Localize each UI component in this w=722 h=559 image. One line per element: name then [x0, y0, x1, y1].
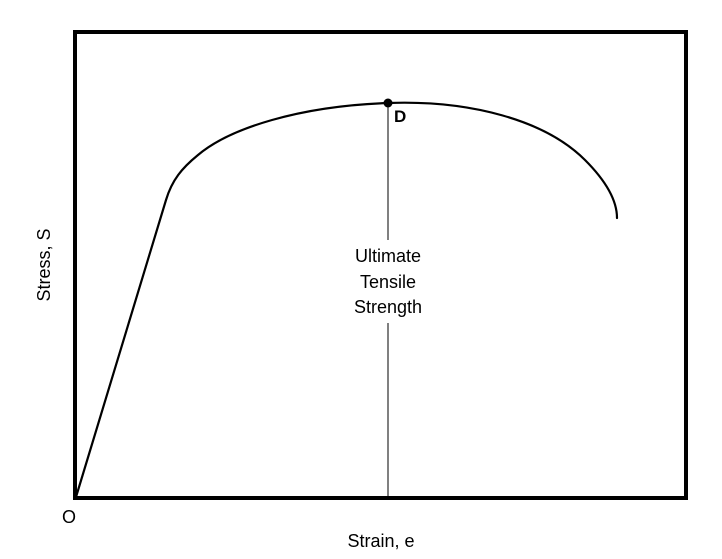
uts-label-line1: Ultimate [355, 246, 421, 266]
plot-frame [73, 30, 688, 500]
stress-strain-curve [74, 101, 619, 499]
y-axis-label: Stress, S [34, 228, 54, 301]
origin-label: O [62, 507, 76, 527]
point-d-label: D [394, 107, 406, 126]
point-d-marker [383, 98, 393, 108]
x-axis-label: Strain, e [347, 531, 414, 551]
uts-label-line3: Strength [354, 297, 422, 317]
uts-label-line2: Tensile [360, 272, 416, 292]
